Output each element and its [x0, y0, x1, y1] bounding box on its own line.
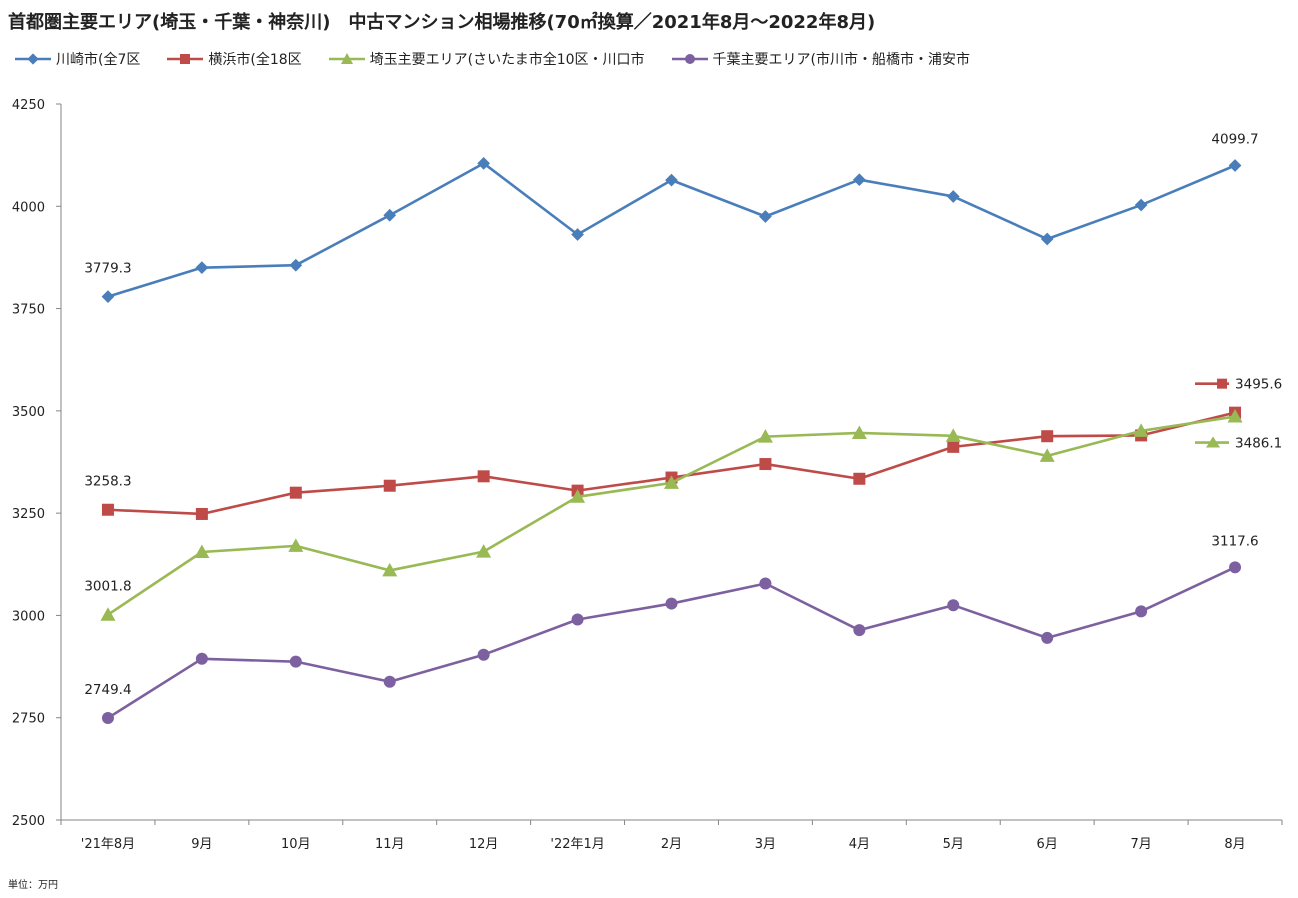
data-label-s3-0: 2749.4	[84, 682, 131, 698]
data-point-s2-3	[382, 562, 398, 577]
data-point-s0-6	[665, 173, 678, 187]
data-label-s2-0: 3001.8	[84, 579, 131, 595]
data-point-s1-8	[853, 472, 866, 485]
data-label-s3-12: 3117.6	[1211, 533, 1258, 549]
data-point-s2-2	[288, 538, 304, 552]
x-tick-label: 2月	[661, 837, 682, 852]
data-point-s0-11	[1134, 198, 1148, 212]
data-point-s0-12	[1228, 159, 1242, 172]
data-point-s2-4	[476, 544, 492, 558]
data-point-s0-7	[759, 210, 772, 223]
x-tick-label: 4月	[849, 837, 870, 852]
unit-note: 単位：万円	[8, 880, 58, 891]
legend-swatch-kawasaki	[15, 53, 51, 65]
data-point-s0-9	[946, 190, 960, 203]
data-point-s1-10	[1041, 430, 1054, 443]
y-tick-label: 2750	[12, 712, 45, 727]
data-point-s3-5	[571, 613, 584, 626]
data-point-s1-3	[383, 479, 396, 492]
data-point-s0-2	[289, 258, 303, 272]
data-point-s2-10	[1039, 448, 1055, 462]
data-point-s1-4	[477, 470, 490, 483]
data-point-s0-1	[195, 261, 209, 275]
data-point-s3-11	[1135, 605, 1148, 618]
legend-swatch-saitama	[328, 53, 365, 64]
data-point-s1-9	[947, 440, 960, 453]
data-point-s2-12	[1227, 409, 1243, 423]
x-tick-label: 11月	[375, 837, 405, 852]
legend-label-chiba: 千葉主要エリア(市川市・船橋市・浦安市	[712, 52, 970, 68]
label-key-marker-2	[1206, 436, 1221, 448]
y-tick-label: 3000	[12, 609, 45, 624]
label-key-marker-1	[1217, 378, 1228, 389]
legend-swatch-chiba	[671, 54, 708, 64]
data-point-s3-0	[101, 711, 114, 724]
data-point-s3-4	[477, 648, 490, 661]
legend-label-kawasaki: 川崎市(全7区	[56, 52, 141, 68]
data-point-s2-6	[664, 475, 679, 489]
data-point-s3-7	[759, 577, 772, 590]
data-point-s3-6	[665, 597, 678, 610]
data-point-s1-7	[759, 458, 772, 471]
data-label-s1-0: 3258.3	[84, 474, 131, 490]
legend-item-kawasaki: 川崎市(全7区	[14, 49, 140, 69]
x-tick-label: '21年8月	[81, 837, 135, 852]
x-tick-label: 5月	[943, 837, 964, 852]
data-label-s2-12: 3486.1	[1235, 436, 1282, 452]
legend: 川崎市(全7区 横浜市(全18区 埼玉主要エリア(さいたま市全10区・川口市 千…	[14, 49, 970, 69]
legend-item-saitama: 埼玉主要エリア(さいたま市全10区・川口市	[328, 49, 645, 69]
data-point-s2-11	[1133, 423, 1149, 437]
series-line-3	[107, 566, 1236, 720]
data-point-s1-1	[195, 507, 208, 520]
legend-item-chiba: 千葉主要エリア(市川市・船橋市・浦安市	[671, 49, 970, 69]
data-point-s2-9	[945, 428, 961, 442]
data-point-s3-2	[289, 655, 302, 668]
data-point-s0-10	[1040, 232, 1054, 246]
data-label-s0-12: 4099.7	[1211, 131, 1258, 147]
x-tick-label: 7月	[1130, 837, 1151, 852]
legend-label-saitama: 埼玉主要エリア(さいたま市全10区・川口市	[369, 52, 645, 68]
data-point-s0-4	[477, 156, 491, 170]
data-point-s3-1	[195, 652, 208, 665]
series-line-1	[107, 411, 1236, 516]
data-point-s3-9	[947, 599, 960, 612]
legend-label-yokohama: 横浜市(全18区	[208, 52, 302, 68]
y-tick-label: 3500	[12, 405, 45, 420]
chart-title: 首都圏主要エリア(埼玉・千葉・神奈川) 中古マンション相場推移(70㎡換算／20…	[8, 12, 876, 33]
data-point-s3-12	[1229, 561, 1242, 574]
y-tick-label: 2500	[12, 814, 45, 829]
data-label-s1-12: 3495.6	[1235, 377, 1282, 393]
y-tick-label: 3250	[12, 507, 45, 522]
y-tick-label: 4250	[12, 98, 45, 113]
data-point-s1-0	[101, 503, 114, 516]
y-tick-label: 3750	[12, 303, 45, 318]
data-point-s0-8	[852, 173, 866, 187]
data-point-s3-10	[1041, 631, 1054, 644]
data-point-s3-8	[853, 624, 866, 637]
y-tick-label: 4000	[12, 200, 45, 215]
data-point-s1-2	[289, 486, 302, 499]
x-tick-label: 10月	[281, 837, 311, 852]
data-point-s0-3	[383, 208, 397, 222]
x-tick-label: 6月	[1037, 837, 1058, 852]
legend-item-yokohama: 横浜市(全18区	[166, 49, 302, 69]
data-point-s2-0	[100, 607, 116, 621]
x-tick-label: 3月	[755, 837, 776, 852]
data-label-s0-0: 3779.3	[84, 261, 131, 277]
data-point-s2-1	[194, 544, 210, 559]
data-point-s0-0	[101, 290, 115, 303]
data-point-s2-5	[570, 489, 586, 503]
data-point-s2-8	[851, 425, 867, 439]
x-tick-label: '22年1月	[550, 837, 604, 852]
x-tick-label: 9月	[191, 837, 212, 852]
legend-swatch-yokohama	[167, 54, 204, 64]
data-point-s3-3	[383, 675, 396, 688]
x-tick-label: 12月	[469, 837, 499, 852]
data-point-s2-7	[757, 429, 773, 443]
series-line-2	[107, 415, 1236, 616]
x-tick-label: 8月	[1224, 837, 1245, 852]
